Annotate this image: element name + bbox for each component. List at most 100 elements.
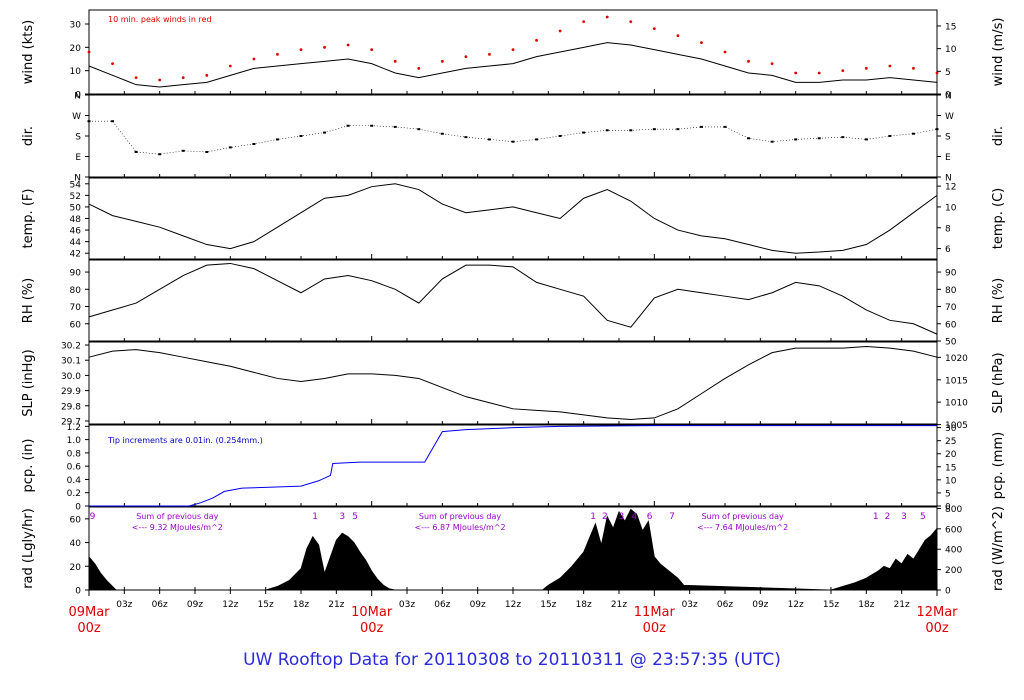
pcp-right-tick-label: 10 xyxy=(945,476,957,486)
pcp-right-tick-label: 30 xyxy=(945,424,957,434)
time-tick-label: 18z xyxy=(293,600,309,610)
wind-series-line xyxy=(88,42,938,88)
temp-ylabel-left: temp. (F) xyxy=(21,189,36,249)
pcp-left-tick-label: 0 xyxy=(75,503,81,513)
dir-frame xyxy=(88,94,938,178)
direction-point xyxy=(487,138,491,141)
rad-hour-marker: 4 xyxy=(631,512,637,522)
pcp-right-tick-label: 25 xyxy=(945,437,956,447)
direction-point xyxy=(676,128,680,131)
chart-title: UW Rooftop Data for 20110308 to 20110311… xyxy=(243,650,781,670)
radiation-area xyxy=(88,508,938,591)
time-tick-label: 06z xyxy=(434,600,450,610)
rad-hour-marker: 3 xyxy=(618,512,624,522)
peak-wind-point xyxy=(558,29,562,33)
temp-left-tick-label: 54 xyxy=(70,180,82,190)
slp-right-tick-label: 1015 xyxy=(945,376,968,386)
rad-note-line2: <--- 7.64 MJoules/m^2 xyxy=(697,523,788,532)
peak-wind-point xyxy=(252,57,256,61)
wind-right-tick-label: 0 xyxy=(945,91,951,101)
pcp-right-tick-label: 15 xyxy=(945,463,956,473)
rad-hour-marker: 3 xyxy=(901,512,907,522)
rad-ylabel-right: rad (W/m^2) xyxy=(991,506,1006,591)
day-time-label: 00z xyxy=(360,621,384,636)
peak-wind-point xyxy=(181,76,185,80)
direction-point xyxy=(134,150,138,153)
direction-point xyxy=(346,124,350,127)
rad-note-line2: <--- 9.32 MJoules/m^2 xyxy=(132,523,223,532)
rad-hour-marker: 1 xyxy=(312,512,318,522)
rad-note-line1: Sum of previous day xyxy=(702,512,784,521)
peak-wind-point xyxy=(817,71,821,75)
wind-right-tick-label: 5 xyxy=(945,68,951,78)
peak-wind-point xyxy=(417,66,421,70)
day-date-label: 12Mar xyxy=(916,605,958,620)
temp-right-tick-label: 8 xyxy=(945,224,951,234)
rad-hour-marker: 9 xyxy=(90,512,96,522)
peak-wind-point xyxy=(511,48,515,52)
direction-series xyxy=(89,120,938,155)
temp-left-tick-label: 50 xyxy=(70,203,82,213)
rad-note-line1: Sum of previous day xyxy=(136,512,218,521)
direction-point xyxy=(111,120,115,123)
dir-ylabel-right: dir. xyxy=(991,126,1006,146)
peak-wind-point xyxy=(276,52,279,56)
rh-left-tick-label: 70 xyxy=(70,303,82,313)
wind-left-tick-label: 10 xyxy=(70,67,82,77)
slp-left-tick-label: 30.1 xyxy=(61,357,81,367)
direction-point xyxy=(605,129,609,132)
dir-left-tick-label: S xyxy=(75,133,81,143)
peak-wind-point xyxy=(535,38,538,42)
rad-left-tick-label: 0 xyxy=(75,587,81,597)
rh-right-tick-label: 90 xyxy=(945,269,957,279)
rh-right-tick-label: 70 xyxy=(945,303,957,313)
day-time-label: 00z xyxy=(77,621,101,636)
rad-right-tick-label: 0 xyxy=(945,587,951,597)
slp-left-tick-label: 29.9 xyxy=(61,387,81,397)
rh-left-tick-label: 80 xyxy=(70,286,82,296)
direction-point xyxy=(558,135,562,137)
direction-point xyxy=(699,125,703,128)
direction-point xyxy=(935,128,939,131)
temp-left-tick-label: 42 xyxy=(70,250,81,260)
rad-hour-marker: 1 xyxy=(873,512,879,522)
time-tick-label: 15z xyxy=(540,600,556,610)
rad-left-tick-label: 40 xyxy=(70,539,82,549)
slp-ylabel-right: SLP (hPa) xyxy=(991,352,1006,413)
direction-point xyxy=(158,153,162,156)
time-tick-label: 18z xyxy=(576,600,592,610)
slp-series-line xyxy=(88,346,938,420)
direction-point xyxy=(535,138,539,141)
direction-point xyxy=(228,146,232,149)
wind-frame xyxy=(88,9,938,95)
rh-series-line xyxy=(88,262,938,335)
rh-right-tick-label: 80 xyxy=(945,286,957,296)
slp-left-tick-label: 30.2 xyxy=(61,342,81,352)
peak-wind-point xyxy=(111,62,114,66)
dir-left-tick-label: W xyxy=(72,112,81,122)
time-tick-label: 03z xyxy=(116,600,132,610)
peak-wind-point xyxy=(299,48,303,52)
peak-wind-point xyxy=(723,50,727,54)
wind-right-tick-label: 15 xyxy=(945,22,956,32)
time-tick-label: 03z xyxy=(682,600,698,610)
direction-point xyxy=(464,136,468,139)
wind-left-tick-label: 0 xyxy=(75,91,81,101)
rad-note-line1: Sum of previous day xyxy=(419,512,501,521)
dir-left-tick-label: E xyxy=(75,153,81,163)
rad-hour-marker: 5 xyxy=(920,512,926,522)
rad-hour-marker: 5 xyxy=(352,512,358,522)
direction-point xyxy=(511,140,515,143)
rad-ylabel-left: rad (Lgly/hr) xyxy=(21,508,36,589)
wind-ylabel-left: wind (kts) xyxy=(21,20,36,84)
peak-wind-point xyxy=(700,41,703,45)
direction-point xyxy=(770,140,774,143)
rad-hour-marker: 2 xyxy=(602,512,608,522)
dir-left-tick-label: N xyxy=(74,174,81,184)
direction-point xyxy=(911,132,915,135)
time-tick-label: 12z xyxy=(505,600,521,610)
time-tick-label: 06z xyxy=(717,600,733,610)
wind-right-tick-label: 10 xyxy=(945,45,957,55)
pcp-left-tick-label: 0.4 xyxy=(67,476,82,486)
day-date-label: 11Mar xyxy=(634,605,676,620)
